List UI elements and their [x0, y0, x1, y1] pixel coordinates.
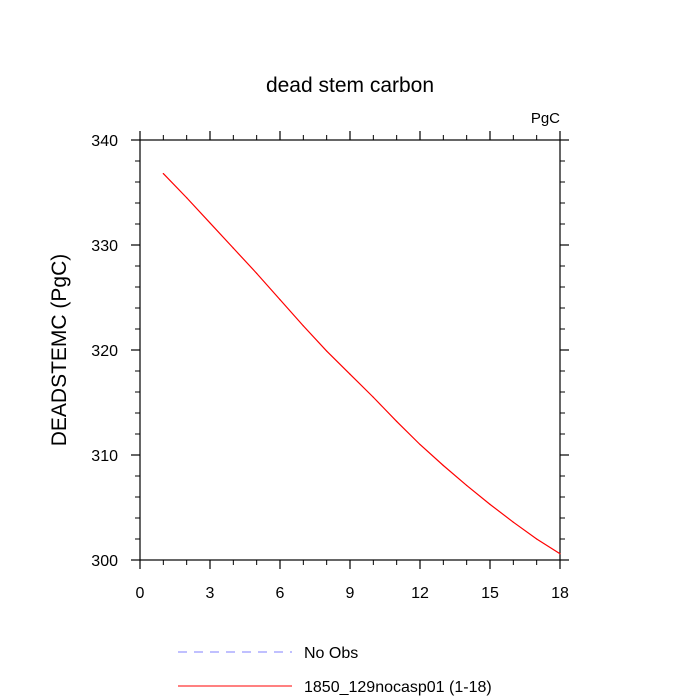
x-tick-label: 6 [276, 585, 285, 602]
data-point [489, 503, 491, 505]
x-tick-label: 0 [136, 585, 145, 602]
data-point [349, 373, 351, 375]
data-point [536, 538, 538, 540]
x-tick-label: 12 [411, 585, 429, 602]
data-point [326, 350, 328, 352]
y-axis-label: DEADSTEMC (PgC) [48, 254, 71, 447]
data-point [442, 464, 444, 467]
axis-ticks [131, 131, 569, 569]
data-point [396, 420, 398, 422]
legend-label-1: 1850_129nocasp01 (1-18) [304, 679, 492, 696]
data-point [162, 173, 164, 175]
x-tick-label: 15 [481, 585, 499, 602]
series-line-0 [162, 173, 561, 555]
data-point [209, 222, 211, 224]
units-label: PgC [531, 110, 560, 127]
data-point [372, 396, 374, 398]
legend-label-0: No Obs [304, 645, 358, 662]
x-tick-label: 9 [346, 585, 355, 602]
y-tick-label: 320 [91, 343, 118, 360]
data-point [186, 197, 188, 199]
y-tick-label: 310 [91, 448, 118, 465]
series-layer [162, 173, 561, 555]
chart-title: dead stem carbon [266, 74, 434, 97]
data-point [232, 247, 234, 249]
x-tick-label: 3 [206, 585, 215, 602]
y-tick-label: 330 [91, 238, 118, 255]
data-point [256, 272, 258, 274]
y-tick-label: 340 [91, 133, 118, 150]
plot-frame [139, 139, 561, 561]
legend: No Obs 1850_129nocasp01 (1-18) [178, 645, 492, 696]
data-point [466, 484, 468, 487]
x-tick-label: 18 [551, 585, 569, 602]
data-point [419, 443, 421, 446]
data-point [302, 325, 304, 327]
data-point [279, 299, 281, 301]
y-tick-label: 300 [91, 553, 118, 570]
tick-labels: 0 3 6 9 12 15 18 300 310 320 330 340 [91, 133, 569, 602]
data-point [512, 521, 514, 523]
data-point [559, 553, 561, 555]
